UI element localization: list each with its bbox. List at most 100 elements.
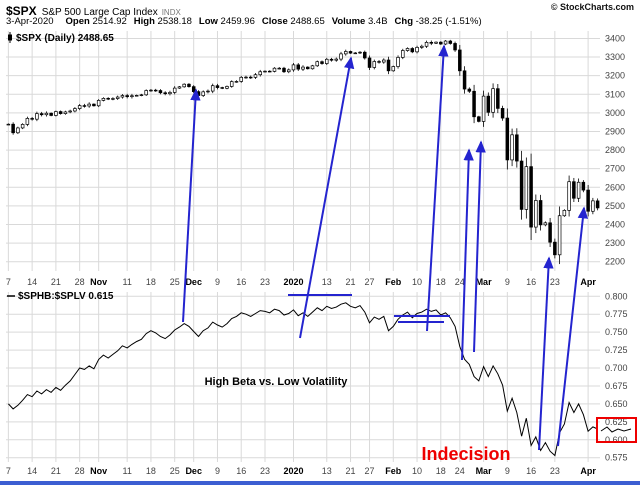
x-axis-label: 28 (75, 277, 85, 287)
x-axis-label: 16 (236, 466, 246, 476)
x-axis-label: 25 (170, 277, 180, 287)
price-candles (6, 39, 600, 265)
trend-arrow (473, 140, 486, 353)
y-axis-label: 2700 (605, 164, 625, 174)
y-axis-label: 2400 (605, 219, 625, 229)
x-axis-label: 27 (365, 277, 375, 287)
x-axis-label: 23 (550, 466, 560, 476)
x-axis-label: Feb (385, 277, 402, 287)
quote-label: Volume (331, 16, 366, 27)
y-axis-label: 2600 (605, 182, 625, 192)
x-axis-label: 24 (455, 277, 465, 287)
x-axis-label: 23 (260, 277, 270, 287)
annotations: Indecision High Beta vs. Low Volatility (182, 44, 637, 464)
ratio-legend: $SPHB:$SPLV 0.615 (18, 291, 114, 302)
quote-volume: Volume 3.4B (332, 16, 388, 27)
y-axis-label: 0.675 (605, 381, 628, 391)
x-axis-label: 23 (260, 466, 270, 476)
x-axis-label: 2020 (283, 277, 303, 287)
quote-label: Chg (394, 16, 413, 27)
quote-value: 2488.65 (290, 16, 325, 27)
x-axis-label: 9 (215, 466, 220, 476)
y-axis-label: 0.625 (605, 417, 628, 427)
gridlines: 3400 3300 3200 3100 3000 2900 2800 2700 2600 2500… (6, 31, 628, 476)
trend-arrow (182, 88, 201, 323)
x-axis-label: 21 (346, 277, 356, 287)
x-axis-label: 9 (505, 466, 510, 476)
x-axis-label: 28 (75, 466, 85, 476)
price-legend: $SPX (Daily) 2488.65 (16, 33, 114, 44)
trend-arrow (538, 256, 554, 451)
x-axis-label: 11 (123, 277, 132, 287)
y-axis-label: 2300 (605, 238, 625, 248)
y-axis-label: 0.750 (605, 327, 628, 337)
y-axis-label: 3400 (605, 33, 625, 43)
x-axis-label: 13 (322, 277, 332, 287)
bottom-blue-bar (0, 481, 640, 485)
x-axis-label: 9 (505, 277, 510, 287)
x-axis-label: 16 (526, 466, 536, 476)
x-axis-label: 7 (6, 466, 11, 476)
x-axis-label: 21 (51, 277, 61, 287)
x-axis-label: 18 (436, 277, 446, 287)
quote-high: High 2538.18 (134, 16, 192, 27)
quote-change: Chg -38.25 (-1.51%) (395, 16, 482, 27)
x-axis-label: 25 (170, 466, 180, 476)
quote-value: -38.25 (-1.51%) (415, 16, 482, 27)
quote-value: 3.4B (367, 16, 388, 27)
x-axis-label: Apr (580, 277, 596, 287)
ratio-line (8, 302, 598, 457)
trend-arrow (426, 44, 449, 332)
y-axis-label: 3000 (605, 108, 625, 118)
quote-label: Open (65, 16, 90, 27)
x-axis-label: 21 (51, 466, 61, 476)
y-axis-label: 3100 (605, 89, 625, 99)
x-axis-label: 21 (346, 466, 356, 476)
y-axis-label: 0.775 (605, 309, 628, 319)
indecision-box (596, 417, 637, 443)
x-axis-label: 16 (236, 277, 246, 287)
x-axis-label: 13 (322, 466, 332, 476)
quote-value: 2459.96 (220, 16, 255, 27)
x-axis-label: 14 (27, 277, 37, 287)
index-name: S&P 500 Large Cap Index (41, 7, 158, 18)
indecision-label: Indecision (421, 444, 510, 464)
x-axis-label: 23 (550, 277, 560, 287)
x-axis-label: Mar (476, 466, 493, 476)
x-axis-label: 14 (27, 466, 37, 476)
quote-close: Close 2488.65 (262, 16, 325, 27)
x-axis-label: 10 (412, 277, 422, 287)
y-axis-label: 3300 (605, 52, 625, 62)
ticker-symbol: $SPX (6, 4, 37, 18)
y-axis-label: 2900 (605, 126, 625, 136)
y-axis-label: 2800 (605, 145, 625, 155)
high-beta-low-volatility-label: High Beta vs. Low Volatility (205, 376, 349, 388)
x-axis-label: Apr (580, 466, 596, 476)
chart-header-line1: $SPX S&P 500 Large Cap Index INDX © StockC… (6, 2, 634, 20)
x-axis-label: 7 (6, 277, 11, 287)
trend-arrow (299, 56, 355, 339)
x-axis-label: 11 (123, 466, 132, 476)
y-axis-label: 2200 (605, 257, 625, 267)
x-axis-label: Nov (90, 466, 107, 476)
quote-value: 2538.18 (157, 16, 192, 27)
quote-label: Low (198, 16, 218, 27)
quote-low: Low 2459.96 (199, 16, 255, 27)
candlestick-icon (8, 34, 12, 41)
quote-value: 2514.92 (92, 16, 127, 27)
x-axis-label: 10 (412, 466, 422, 476)
x-axis-label: 9 (215, 277, 220, 287)
exchange-tag: INDX (161, 8, 181, 17)
y-axis-label: 0.650 (605, 399, 628, 409)
x-axis-label: Dec (185, 277, 202, 287)
y-axis-label: 0.575 (605, 453, 628, 463)
copyright-text: © StockCharts.com (550, 2, 634, 12)
trend-arrow (557, 206, 589, 447)
y-axis-label: 0.700 (605, 363, 628, 373)
chart-header-line2: 3-Apr-2020 Open 2514.92 High 2538.18 Low 24… (6, 16, 489, 27)
x-axis-label: Feb (385, 466, 402, 476)
x-axis-label: Nov (90, 277, 107, 287)
x-axis-label: 18 (436, 466, 446, 476)
